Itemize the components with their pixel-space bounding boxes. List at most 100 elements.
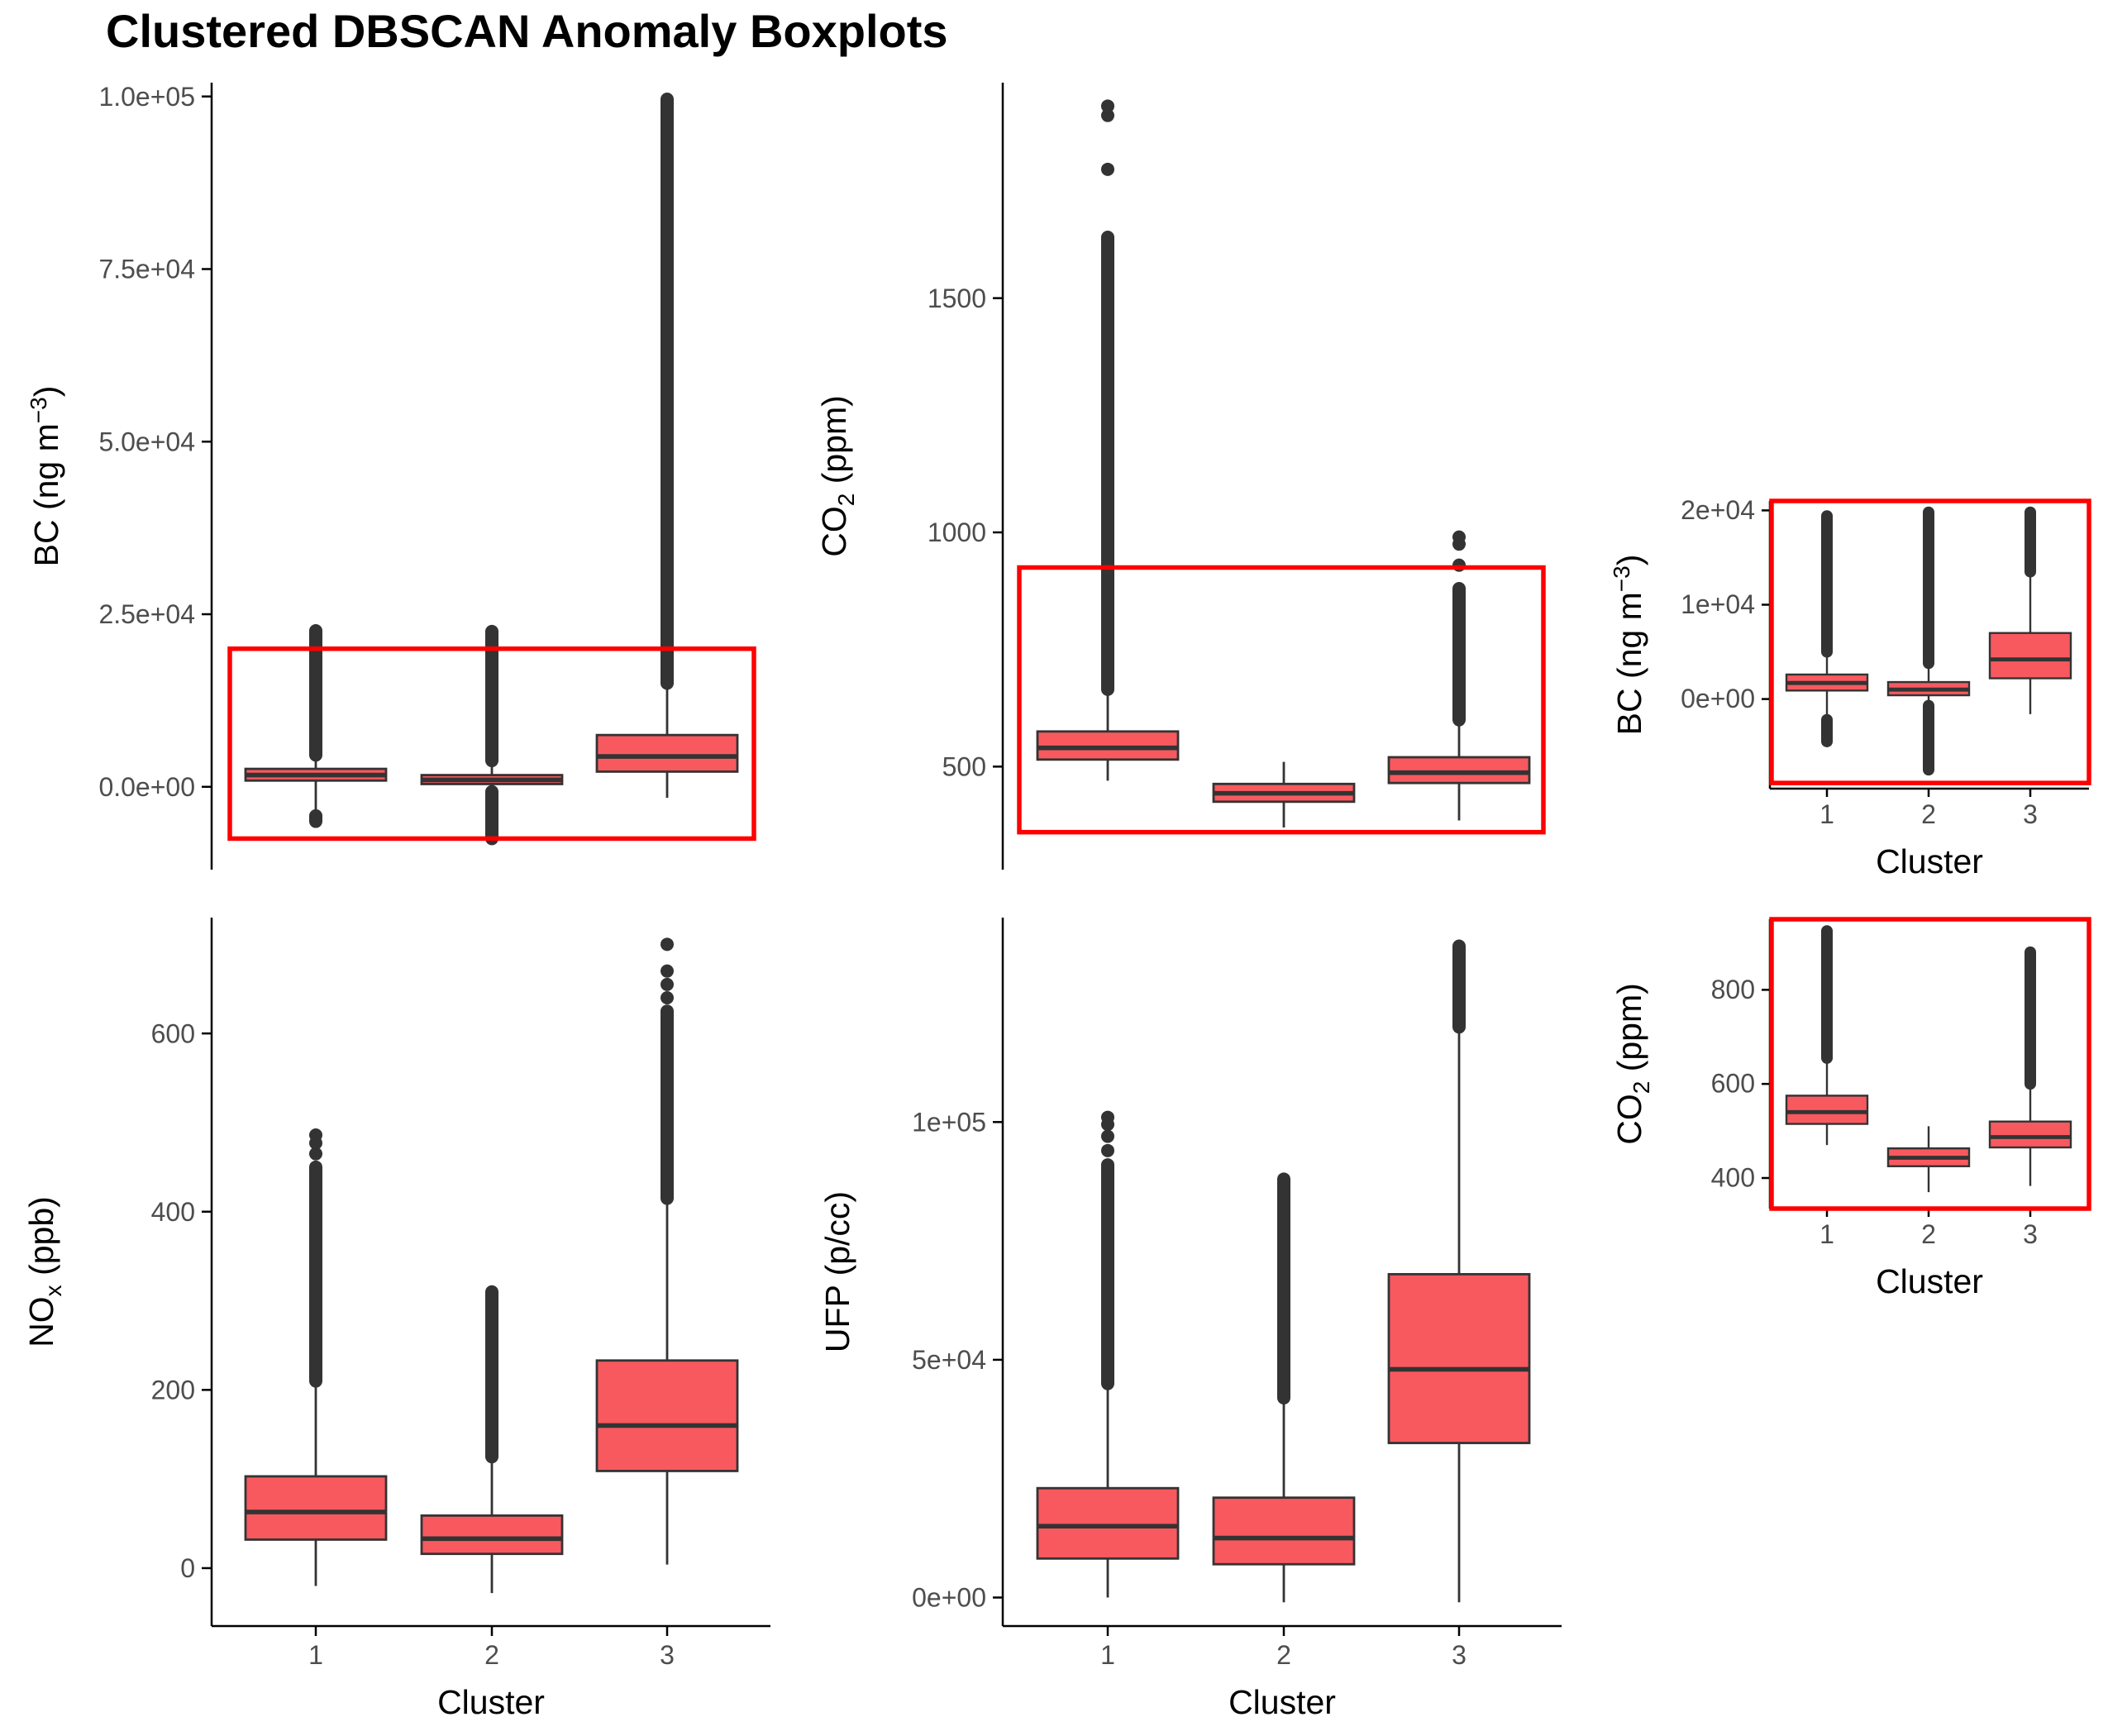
- x-tick-label: 2: [1276, 1640, 1291, 1670]
- y-axis-title: CO2 (ppm): [815, 395, 859, 557]
- y-tick-label: 1.0e+05: [98, 82, 195, 112]
- highlight-frame: [1769, 498, 2091, 785]
- outlier-point: [1101, 1143, 1114, 1157]
- outlier-point: [1101, 1129, 1114, 1143]
- x-tick-label: 1: [1819, 799, 1834, 829]
- x-tick-label: 1: [1819, 1219, 1834, 1249]
- box-cluster-2: [420, 624, 564, 846]
- box-iqr: [1785, 1095, 1869, 1125]
- x-axis-title: Cluster: [1876, 842, 1983, 880]
- box-iqr: [420, 1514, 564, 1556]
- x-tick-label: 3: [1452, 1640, 1467, 1670]
- y-tick-label: 1000: [928, 517, 986, 547]
- outlier-point: [1101, 99, 1114, 113]
- y-axis-title-subscript: x: [41, 1285, 66, 1296]
- y-tick-label: 400: [151, 1197, 195, 1227]
- x-axis-title: Cluster: [1228, 1683, 1336, 1721]
- x-axis-title: Cluster: [437, 1683, 545, 1721]
- chart-title: Clustered DBSCAN Anomaly Boxplots: [106, 5, 948, 57]
- outliers-high: [1101, 231, 1114, 696]
- y-axis-title: BC (ng m−3): [26, 386, 65, 567]
- x-tick-label: 2: [1921, 1219, 1936, 1249]
- outlier-point: [1452, 558, 1466, 572]
- x-tick-label: 3: [660, 1640, 675, 1670]
- panel-ufp_main: 0e+00 5e+04 1e+05 1 2 3 Cluster UFP (p/cc): [818, 918, 1562, 1721]
- x-tick-label: 3: [2023, 1219, 2038, 1249]
- y-axis-title-subscript: 2: [1629, 1081, 1654, 1095]
- outliers-high: [485, 624, 498, 768]
- box-cluster-2: [1886, 1126, 1971, 1193]
- outliers-high: [309, 1160, 322, 1388]
- box-iqr: [1212, 1496, 1356, 1566]
- y-axis-title-unit: ): [27, 386, 65, 398]
- box-cluster-2: [420, 1285, 564, 1594]
- y-tick-label: 500: [942, 752, 986, 782]
- y-axis-title-unit: (ppm): [1610, 983, 1648, 1080]
- y-axis-title-main: NO: [22, 1296, 60, 1347]
- y-axis-title: NOx (ppb): [22, 1196, 66, 1347]
- y-axis-title-superscript: −3: [26, 397, 51, 423]
- x-tick-label: 1: [1100, 1640, 1115, 1670]
- box-cluster-3: [595, 937, 739, 1565]
- y-tick-label: 200: [151, 1376, 195, 1405]
- outliers-low: [1821, 713, 1833, 747]
- y-axis-title-subscript: 2: [833, 494, 859, 507]
- box-iqr: [1036, 730, 1180, 761]
- y-tick-label: 0.0e+00: [98, 772, 195, 802]
- y-axis-title: BC (ng m−3): [1609, 555, 1648, 736]
- y-tick-label: 2.5e+04: [98, 599, 195, 629]
- outliers-high: [1821, 925, 1833, 1064]
- y-tick-label: 5.0e+04: [98, 427, 195, 456]
- y-axis-title-unit: (ppm): [815, 395, 853, 493]
- highlight-frame: [1017, 565, 1546, 835]
- box-cluster-1: [1785, 925, 1869, 1146]
- outlier-point: [1101, 108, 1114, 122]
- panel-nox_main: 0 200 400 600 1 2 3 Cluster NOx (ppb): [22, 918, 770, 1721]
- box-iqr: [1387, 756, 1531, 785]
- outliers-high: [661, 93, 674, 690]
- outlier-point: [309, 1147, 322, 1161]
- outlier-point: [1101, 162, 1114, 176]
- outliers-high: [309, 624, 322, 762]
- outliers-high: [1277, 1172, 1290, 1405]
- y-axis-title-main: UFP (p/cc): [818, 1191, 856, 1352]
- box-cluster-3: [1387, 939, 1531, 1603]
- box-iqr: [1988, 1120, 2072, 1149]
- outliers-high: [485, 1285, 498, 1464]
- x-tick-label: 2: [484, 1640, 499, 1670]
- outlier-point: [661, 964, 674, 978]
- x-tick-label: 3: [2023, 799, 2038, 829]
- box-cluster-1: [1036, 1110, 1180, 1598]
- outliers-high: [1452, 582, 1466, 727]
- outliers-high: [2025, 506, 2036, 578]
- outlier-point: [309, 1128, 322, 1142]
- box-cluster-1: [244, 624, 388, 828]
- outliers-high: [1821, 510, 1833, 658]
- outliers-low: [309, 808, 322, 828]
- outliers-high: [661, 1004, 674, 1205]
- y-axis-title-unit: ): [1610, 555, 1648, 566]
- outliers-high: [1923, 506, 1934, 670]
- box-iqr: [595, 1359, 739, 1472]
- outlier-point: [1452, 530, 1466, 544]
- box-cluster-3: [1988, 506, 2072, 714]
- y-tick-label: 1e+04: [1681, 589, 1755, 619]
- y-axis-title: UFP (p/cc): [818, 1191, 856, 1352]
- panel-co2_main: 500 1000 1500 CO2 (ppm): [815, 83, 1546, 870]
- box-cluster-3: [1387, 530, 1531, 821]
- box-iqr: [595, 733, 739, 773]
- panels: 0.0e+00 2.5e+04 5.0e+04 7.5e+04 1.0e+05 BC (n…: [22, 82, 2091, 1721]
- box-cluster-3: [595, 93, 739, 799]
- box-iqr: [1036, 1486, 1180, 1560]
- box-iqr: [1387, 1272, 1531, 1444]
- y-tick-label: 400: [1711, 1163, 1755, 1193]
- y-tick-label: 0: [180, 1553, 195, 1583]
- box-cluster-2: [1212, 1172, 1356, 1603]
- y-axis-title: CO2 (ppm): [1610, 983, 1654, 1145]
- outliers-low: [1923, 699, 1934, 776]
- panel-bc_inset: 0e+00 1e+04 2e+04 1 2 3 Cluster BC (ng m−3): [1609, 495, 2091, 880]
- outlier-point: [661, 977, 674, 991]
- outliers-high: [1101, 1158, 1114, 1390]
